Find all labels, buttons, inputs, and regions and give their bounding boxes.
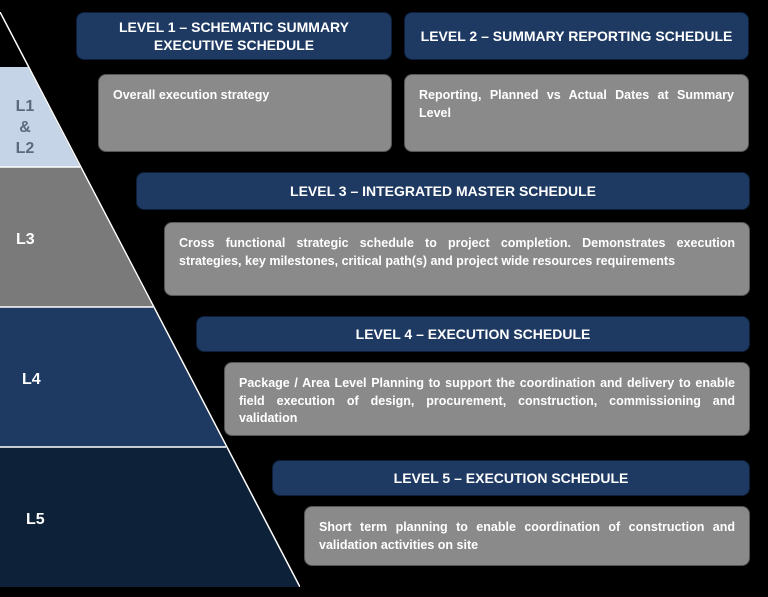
header-l4: LEVEL 4 – EXECUTION SCHEDULE xyxy=(196,316,750,352)
tri-label-l3: L3 xyxy=(16,230,35,251)
desc-l5: Short term planning to enable coordinati… xyxy=(304,506,750,566)
header-l3: LEVEL 3 – INTEGRATED MASTER SCHEDULE xyxy=(136,172,750,210)
tri-label-l5: L5 xyxy=(26,510,45,531)
tri-label-l1l2: L1&L2 xyxy=(8,97,42,159)
desc-l4: Package / Area Level Planning to support… xyxy=(224,362,750,436)
header-l1: LEVEL 1 – SCHEMATIC SUMMARY EXECUTIVE SC… xyxy=(76,12,392,60)
tri-label-l4: L4 xyxy=(22,370,41,391)
desc-l2: Reporting, Planned vs Actual Dates at Su… xyxy=(404,74,749,152)
desc-l1: Overall execution strategy xyxy=(98,74,392,152)
desc-l3: Cross functional strategic schedule to p… xyxy=(164,222,750,296)
header-l2: LEVEL 2 – SUMMARY REPORTING SCHEDULE xyxy=(404,12,749,60)
header-l5: LEVEL 5 – EXECUTION SCHEDULE xyxy=(272,460,750,496)
tri-band-l5 xyxy=(0,447,300,587)
